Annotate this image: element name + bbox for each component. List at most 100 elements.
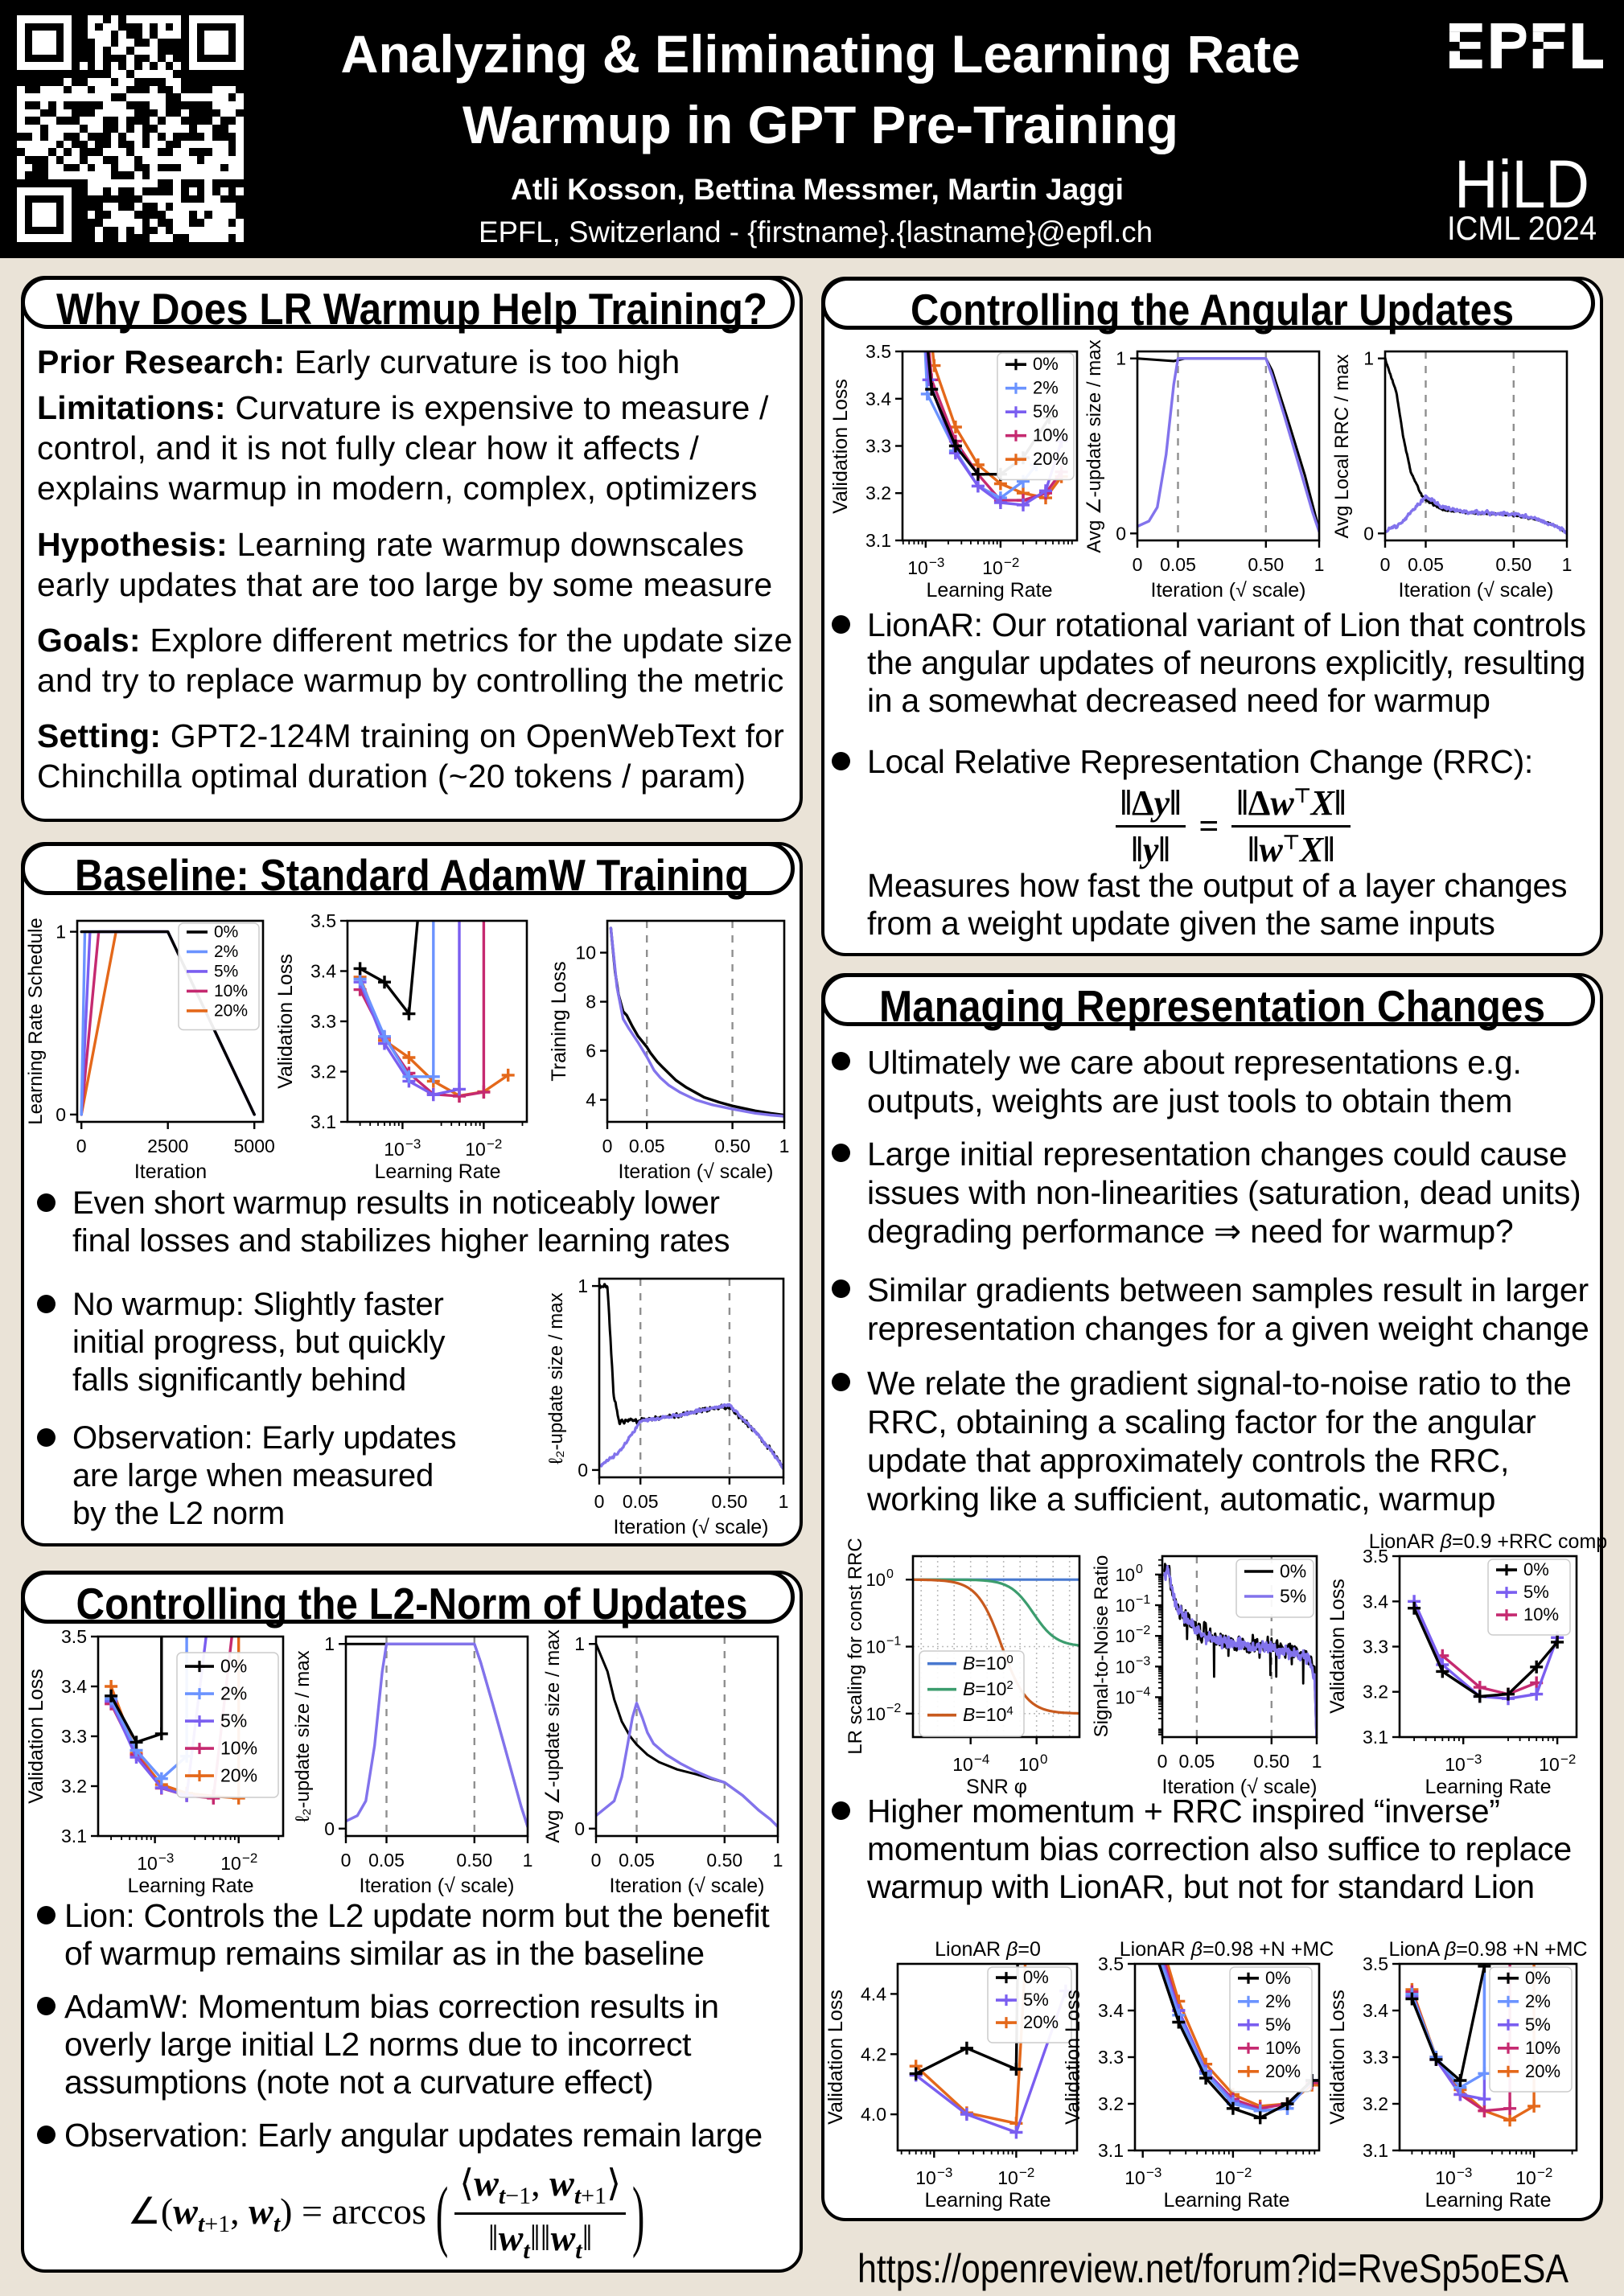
svg-text:1: 1	[56, 922, 66, 943]
svg-text:0: 0	[324, 1818, 335, 1839]
svg-text:3.5: 3.5	[865, 341, 891, 362]
svg-text:https://openreview.net/forum?i: https://openreview.net/forum?id=RveSp5oE…	[857, 2246, 1569, 2291]
svg-text:3.3: 3.3	[1098, 2047, 1124, 2068]
svg-text:−3: −3	[405, 1136, 421, 1152]
svg-text:−1: −1	[886, 1635, 901, 1649]
svg-text:3.2: 3.2	[1098, 2093, 1124, 2114]
svg-text:0: 0	[886, 1567, 894, 1581]
svg-text:ICML 2024: ICML 2024	[1447, 209, 1597, 247]
svg-text:0: 0	[602, 1136, 613, 1156]
svg-text:LionAR β=0.98 +N +MC: LionAR β=0.98 +N +MC	[1120, 1938, 1334, 1961]
svg-text:10: 10	[952, 1754, 973, 1775]
svg-text:5%: 5%	[1023, 1990, 1049, 2010]
svg-text:Iteration (√ scale): Iteration (√ scale)	[1151, 579, 1306, 602]
svg-text:0%: 0%	[1265, 1968, 1291, 1988]
svg-text:3.1: 3.1	[1098, 2140, 1124, 2161]
svg-text:Training Loss: Training Loss	[548, 961, 570, 1081]
svg-text:5000: 5000	[234, 1136, 275, 1156]
svg-text:20%: 20%	[220, 1765, 257, 1786]
svg-text:10: 10	[220, 1853, 241, 1874]
svg-text:1: 1	[523, 1850, 533, 1871]
svg-text:−2: −2	[886, 1702, 901, 1715]
svg-text:5%: 5%	[214, 963, 238, 981]
svg-text:2%: 2%	[214, 943, 238, 961]
svg-text:Iteration: Iteration	[134, 1160, 207, 1183]
svg-text:10: 10	[1116, 1626, 1135, 1646]
svg-text:3.1: 3.1	[1363, 2140, 1388, 2161]
svg-text:10%: 10%	[214, 982, 248, 1000]
svg-text:0.05: 0.05	[368, 1850, 405, 1871]
svg-text:3.3: 3.3	[1363, 1637, 1388, 1657]
svg-text:5%: 5%	[1033, 401, 1059, 421]
svg-text:2%: 2%	[1033, 378, 1059, 398]
svg-text:Learning Rate: Learning Rate	[374, 1160, 500, 1183]
svg-text:−2: −2	[1136, 1624, 1150, 1637]
svg-text:0: 0	[1133, 554, 1143, 575]
svg-text:−2: −2	[1537, 2165, 1552, 2180]
svg-text:3.4: 3.4	[1363, 2000, 1388, 2021]
svg-text:Learning Rate: Learning Rate	[1425, 1776, 1551, 1798]
svg-text:0: 0	[1040, 1752, 1047, 1767]
svg-text:10%: 10%	[1523, 1604, 1559, 1624]
svg-text:−2: −2	[1560, 1752, 1576, 1767]
svg-text:−3: −3	[158, 1850, 174, 1866]
svg-text:0%: 0%	[1523, 1559, 1549, 1579]
svg-text:Learning Rate: Learning Rate	[924, 2189, 1050, 2212]
svg-text:Avg ∠-update size / max: Avg ∠-update size / max	[542, 1629, 564, 1842]
svg-text:1: 1	[1314, 554, 1325, 575]
svg-text:B=104: B=104	[963, 1704, 1013, 1725]
svg-text:SNR φ: SNR φ	[966, 1776, 1027, 1798]
svg-text:10: 10	[1435, 2167, 1456, 2188]
svg-text:LionAR β=0.9 +RRC comp: LionAR β=0.9 +RRC comp	[1369, 1530, 1607, 1553]
svg-text:Learning Rate Schedule: Learning Rate Schedule	[25, 918, 47, 1125]
svg-text:4.2: 4.2	[861, 2043, 886, 2064]
svg-text:−4: −4	[974, 1752, 989, 1767]
svg-text:20%: 20%	[1525, 2061, 1560, 2081]
svg-text:0.05: 0.05	[623, 1491, 659, 1512]
svg-text:0%: 0%	[214, 923, 238, 942]
svg-text:0.50: 0.50	[712, 1491, 748, 1512]
svg-text:3.3: 3.3	[865, 436, 891, 457]
svg-text:2%: 2%	[1525, 1991, 1551, 2011]
svg-text:0: 0	[574, 1818, 585, 1839]
svg-text:0.50: 0.50	[456, 1850, 492, 1871]
svg-text:3.4: 3.4	[310, 961, 336, 982]
svg-text:10: 10	[866, 1704, 886, 1724]
svg-text:0.50: 0.50	[1248, 554, 1284, 575]
svg-text:10: 10	[1124, 2167, 1145, 2188]
svg-text:1: 1	[578, 1275, 588, 1296]
svg-text:0%: 0%	[1280, 1560, 1306, 1581]
svg-text:Why Does LR Warmup Help Traini: Why Does LR Warmup Help Training?	[56, 284, 767, 334]
svg-text:0: 0	[1136, 1563, 1143, 1576]
svg-text:0: 0	[1157, 1751, 1168, 1772]
svg-text:3.3: 3.3	[61, 1726, 87, 1747]
svg-text:5%: 5%	[220, 1711, 247, 1731]
svg-text:10: 10	[1116, 1565, 1135, 1585]
svg-text:1: 1	[1312, 1751, 1322, 1772]
svg-text:LR scaling for const RRC: LR scaling for const RRC	[845, 1538, 866, 1754]
svg-text:10: 10	[137, 1853, 158, 1874]
svg-text:0: 0	[1380, 554, 1391, 575]
svg-text:8: 8	[586, 992, 596, 1012]
svg-text:3.3: 3.3	[1363, 2047, 1388, 2068]
svg-text:3.5: 3.5	[61, 1626, 87, 1647]
svg-text:EPFL, Switzerland - {firstname: EPFL, Switzerland - {firstname}.{lastnam…	[479, 216, 1153, 248]
svg-text:Validation Loss: Validation Loss	[1326, 1579, 1349, 1714]
svg-text:0: 0	[56, 1104, 66, 1125]
svg-text:6: 6	[586, 1041, 596, 1062]
svg-text:−2: −2	[242, 1850, 257, 1866]
svg-text:1: 1	[779, 1136, 790, 1156]
svg-text:−3: −3	[929, 555, 944, 570]
svg-text:1: 1	[779, 1491, 789, 1512]
svg-text:−3: −3	[1466, 1752, 1482, 1767]
svg-text:Validation Loss: Validation Loss	[824, 1990, 847, 2125]
svg-text:20%: 20%	[1033, 449, 1068, 469]
svg-text:0: 0	[578, 1460, 588, 1481]
svg-text:10: 10	[915, 2167, 936, 2188]
svg-text:2%: 2%	[1265, 1991, 1291, 2011]
svg-text:B=100: B=100	[963, 1653, 1013, 1674]
svg-text:−3: −3	[937, 2165, 952, 2180]
svg-text:2500: 2500	[147, 1136, 188, 1156]
svg-text:−1: −1	[1136, 1593, 1150, 1607]
svg-text:0%: 0%	[1033, 354, 1059, 374]
